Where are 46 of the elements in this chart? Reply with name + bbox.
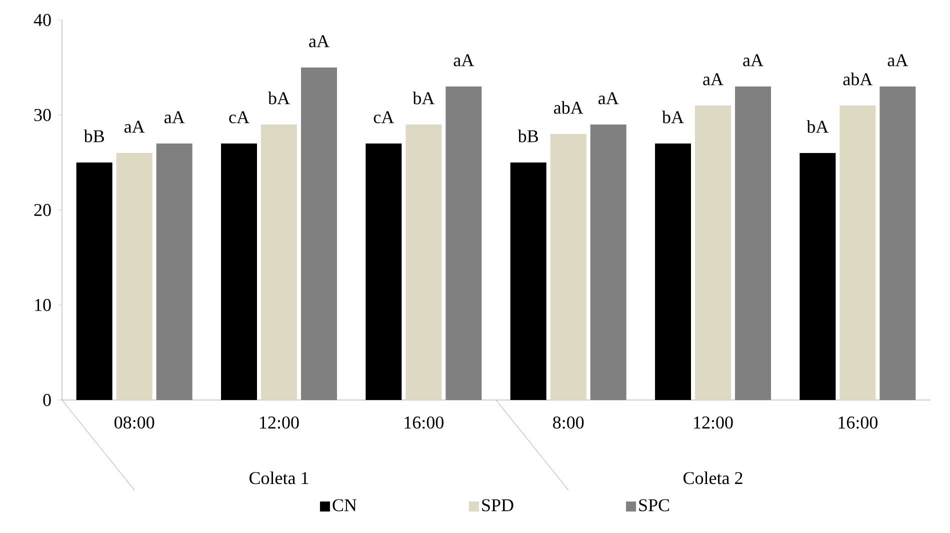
x-tick-label: 12:00 [260,416,299,429]
bar [550,134,586,400]
data-label: aA [598,92,619,104]
data-label: bA [662,110,684,124]
x-tick-label: 12:00 [694,416,733,429]
x-tick-label: 8:00 [553,416,584,429]
y-tick-label: 20 [34,204,51,216]
data-label: abA [843,72,873,86]
data-label: aA [454,54,474,66]
legend-label: SPD [482,499,514,512]
bar [510,162,546,400]
data-label: bA [806,120,829,133]
bar [116,152,152,400]
bar [366,143,402,400]
data-label: aA [743,54,764,66]
bar [695,105,732,400]
data-label: aA [703,73,724,86]
bar [800,152,836,400]
data-label: aA [309,35,330,48]
bar [261,124,297,400]
y-tick-label: 30 [34,108,51,122]
data-label: cA [229,111,250,124]
data-label: bA [268,92,290,104]
data-label: cA [374,111,394,124]
x-tick-label: 08:00 [114,416,154,429]
x-tick-label: 16:00 [838,416,878,429]
x-tick-label: 16:00 [404,416,444,429]
y-tick-label: 40 [34,14,51,26]
text: Coleta 1 [249,472,308,484]
data-label: bB [84,130,104,142]
data-label: bB [518,130,538,142]
bar [221,143,257,400]
data-label: aA [888,54,908,66]
bar [655,143,692,400]
y-tick-label: 0 [43,394,51,406]
bar [840,105,876,400]
bar [76,162,112,400]
y-tick-label: 10 [35,298,51,312]
data-label: aA [124,120,145,133]
data-label: aA [164,111,185,124]
text: Coleta 2 [683,472,742,484]
data-label: abA [554,101,584,114]
legend-label: CN [332,499,357,512]
legend-label: SPC [639,499,670,512]
bar [406,124,442,400]
data-label: bA [412,92,435,104]
